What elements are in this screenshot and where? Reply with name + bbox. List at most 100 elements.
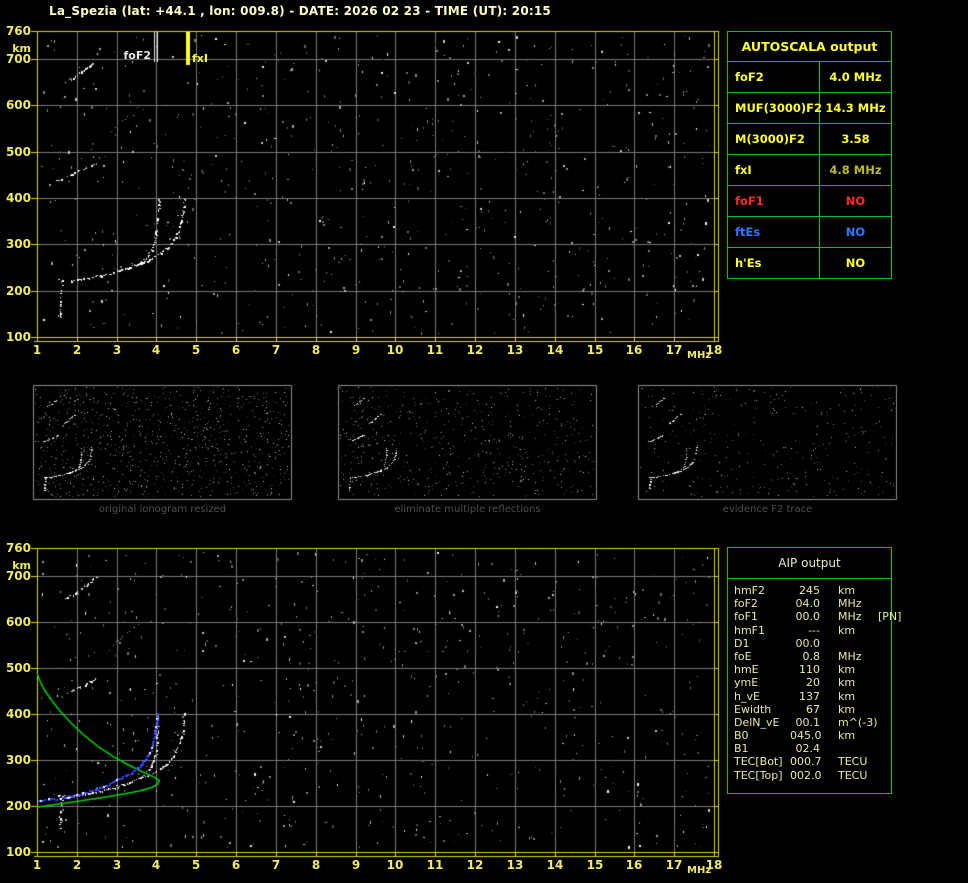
aip-spacer: [820, 676, 838, 689]
aip-spacer: [820, 755, 838, 768]
aip-row: B0 045.0 km: [734, 729, 891, 742]
aip-row-label: B1: [734, 742, 749, 756]
thumbnail-caption: original ionogram resized: [98, 504, 227, 515]
aip-row-label: B0: [734, 729, 749, 743]
aip-row-value: 00.0: [795, 610, 821, 624]
autoscala-row-label: h'Es: [728, 248, 820, 278]
aip-row-label: DelN_vE: [734, 715, 780, 729]
aip-row-label: D1: [734, 636, 750, 650]
aip-row-unit: km: [838, 729, 856, 743]
aip-spacer: [820, 584, 838, 597]
aip-row-unit: km: [838, 623, 856, 637]
aip-row-value: 00.1: [795, 715, 821, 729]
thumbnail-caption: eliminate multiple reflections: [394, 504, 541, 515]
aip-row-value: 000.7: [790, 755, 822, 769]
aip-row-value: 04.0: [795, 597, 821, 611]
aip-row-unit: [838, 742, 878, 755]
aip-row-extra: [878, 584, 891, 597]
aip-panel-title: AIP output: [728, 548, 891, 579]
autoscala-row-value: NO: [845, 225, 866, 239]
aip-row-unit: TECU: [838, 768, 868, 782]
aip-row-label: TEC[Top]: [734, 768, 783, 782]
aip-row-label: ymE: [734, 676, 759, 690]
aip-row-value: 245: [799, 584, 820, 597]
aip-row-extra: [878, 637, 891, 650]
aip-row-extra: [878, 716, 891, 729]
aip-row: TEC[Bot] 000.7 TECU: [734, 755, 891, 768]
thumbnail-caption: evidence F2 trace: [722, 504, 813, 515]
aip-row-extra: [878, 663, 891, 676]
autoscala-row-label: foF2: [728, 62, 820, 92]
aip-spacer: [820, 703, 838, 716]
aip-row-unit: MHz: [838, 610, 862, 624]
autoscala-output-panel: AUTOSCALA output foF2 4.0 MHz MUF(3000)F2 1…: [727, 31, 892, 279]
aip-row-label: hmF1: [734, 623, 766, 637]
aip-row-extra: [878, 755, 891, 768]
aip-row: hmE 110 km: [734, 663, 891, 676]
aip-row-unit: km: [838, 702, 856, 716]
aip-output-panel: AIP output hmF2 245 km foF2 04.0 MHz foF1 00.0 M…: [727, 547, 901, 794]
autoscala-row-value: 4.0 MHz: [829, 70, 882, 84]
autoscala-row-label: foF1: [728, 186, 820, 216]
autoscala-row-label: fxI: [728, 155, 820, 185]
aip-row-extra: [878, 624, 891, 637]
aip-row-unit: km: [838, 584, 856, 597]
aip-row: foE 0.8 MHz: [734, 650, 891, 663]
aip-row-label: TEC[Bot]: [734, 755, 783, 769]
aip-row-value: 0.8: [802, 649, 821, 663]
aip-spacer: [820, 650, 838, 663]
autoscala-row: MUF(3000)F2 14.3 MHz: [728, 93, 891, 124]
autoscala-row-value: NO: [845, 194, 866, 208]
autoscala-row: ftEs NO: [728, 217, 891, 248]
aip-row-label: foF1: [734, 610, 758, 624]
aip-row-extra: [PN]: [878, 610, 902, 624]
aip-row-extra: [878, 676, 891, 689]
aip-row: foF2 04.0 MHz: [734, 597, 891, 610]
aip-row-unit: MHz: [838, 597, 862, 611]
autoscala-row-label: ftEs: [728, 217, 820, 247]
autoscala-row-value: NO: [845, 256, 866, 270]
aip-spacer: [820, 729, 838, 742]
aip-spacer: [820, 690, 838, 703]
aip-row-unit: km: [838, 676, 856, 690]
aip-row-label: foE: [734, 649, 752, 663]
aip-row-label: Ewidth: [734, 702, 772, 716]
aip-row: ymE 20 km: [734, 676, 891, 689]
aip-row: hmF2 245 km: [734, 584, 891, 597]
aip-spacer: [820, 597, 838, 610]
aip-row-value: 110: [799, 663, 820, 677]
aip-spacer: [820, 742, 838, 755]
aip-row-extra: [878, 650, 891, 663]
aip-row-extra: [878, 769, 891, 782]
autoscala-row: foF1 NO: [728, 186, 891, 217]
aip-row: TEC[Top] 002.0 TECU: [734, 769, 891, 782]
aip-spacer: [820, 769, 838, 782]
aip-row-extra: [878, 597, 891, 610]
autoscala-row: h'Es NO: [728, 248, 891, 278]
aip-row: D1 00.0: [734, 637, 891, 650]
aip-spacer: [820, 716, 838, 729]
aip-row-value: 00.0: [795, 636, 821, 650]
aip-row-unit: m^(-3): [838, 715, 878, 729]
aip-row-unit: MHz: [838, 649, 862, 663]
aip-row-label: hmE: [734, 663, 759, 677]
aip-row-unit: km: [838, 689, 856, 703]
autoscala-row: M(3000)F2 3.58: [728, 124, 891, 155]
aip-row-label: foF2: [734, 597, 758, 611]
aip-row-unit: km: [838, 663, 856, 677]
autoscala-row-value: 14.3 MHz: [825, 101, 886, 115]
aip-spacer: [820, 637, 838, 650]
aip-row: DelN_vE 00.1 m^(-3): [734, 716, 891, 729]
aip-row-value: 137: [799, 689, 820, 703]
aip-row-extra: [878, 729, 891, 742]
aip-row-extra: [878, 690, 891, 703]
aip-row: B1 02.4: [734, 742, 891, 755]
aip-row-value: 20: [806, 676, 820, 690]
aip-row: Ewidth 67 km: [734, 703, 891, 716]
aip-row-value: 045.0: [790, 729, 822, 743]
autoscala-row-label: MUF(3000)F2: [728, 93, 822, 123]
aip-row-unit: TECU: [838, 755, 868, 769]
aip-spacer: [820, 610, 838, 623]
aip-spacer: [820, 624, 838, 637]
autoscala-rows: foF2 4.0 MHz MUF(3000)F2 14.3 MHz M(3000)F2 3…: [728, 62, 891, 278]
